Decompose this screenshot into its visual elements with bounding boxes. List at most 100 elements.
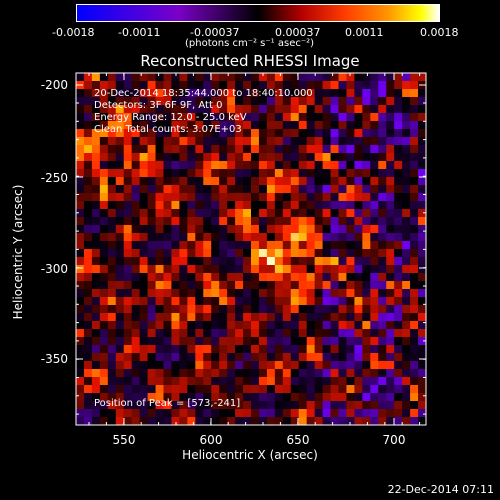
image-pixel: [123, 121, 133, 130]
image-pixel: [179, 113, 188, 122]
image-pixel: [402, 353, 411, 362]
image-pixel: [402, 281, 411, 290]
image-pixel: [258, 321, 268, 330]
image-pixel: [282, 145, 292, 154]
image-pixel: [258, 345, 268, 354]
image-pixel: [219, 257, 228, 266]
image-pixel: [290, 225, 300, 234]
image-pixel: [203, 153, 212, 162]
image-pixel: [362, 185, 371, 194]
image-pixel: [91, 97, 101, 106]
image-pixel: [306, 169, 316, 178]
image-pixel: [258, 369, 268, 378]
image-pixel: [370, 377, 379, 386]
image-pixel: [402, 153, 411, 162]
image-pixel: [258, 185, 268, 194]
image-pixel: [139, 289, 148, 298]
image-pixel: [314, 241, 323, 250]
image-pixel: [282, 297, 292, 306]
image-pixel: [219, 273, 228, 282]
image-pixel: [338, 313, 347, 322]
image-pixel: [251, 377, 260, 386]
colorbar-tick-label: -0.0018: [52, 26, 95, 39]
image-pixel: [76, 385, 85, 394]
image-pixel: [266, 185, 276, 194]
image-pixel: [346, 217, 355, 226]
image-pixel: [171, 81, 180, 90]
image-pixel: [107, 129, 117, 138]
image-pixel: [306, 249, 316, 258]
image-pixel: [179, 273, 188, 282]
image-pixel: [219, 329, 228, 338]
image-pixel: [386, 113, 395, 122]
image-pixel: [266, 145, 276, 154]
image-pixel: [227, 393, 236, 402]
image-pixel: [107, 177, 117, 186]
image-pixel: [235, 257, 244, 266]
image-pixel: [418, 385, 427, 394]
image-pixel: [139, 305, 148, 314]
image-pixel: [362, 297, 371, 306]
image-pixel: [370, 257, 379, 266]
image-pixel: [179, 361, 188, 370]
image-pixel: [251, 257, 260, 266]
image-pixel: [76, 177, 85, 186]
image-pixel: [322, 313, 331, 322]
image-pixel: [338, 185, 347, 194]
image-pixel: [203, 81, 212, 90]
image-pixel: [314, 385, 323, 394]
image-pixel: [235, 369, 244, 378]
image-pixel: [258, 193, 268, 202]
image-pixel: [266, 233, 276, 242]
image-pixel: [298, 225, 308, 234]
image-pixel: [314, 89, 323, 98]
image-pixel: [83, 409, 93, 418]
image-pixel: [378, 305, 387, 314]
image-pixel: [314, 81, 323, 90]
image-pixel: [163, 337, 172, 346]
image-pixel: [163, 161, 172, 170]
image-pixel: [330, 393, 339, 402]
image-pixel: [314, 129, 323, 138]
image-pixel: [338, 121, 347, 130]
image-pixel: [187, 393, 196, 402]
image-pixel: [298, 89, 308, 98]
image-pixel: [298, 153, 308, 162]
image-pixel: [394, 145, 403, 154]
image-pixel: [219, 97, 228, 106]
image-pixel: [147, 209, 156, 218]
image-pixel: [354, 321, 363, 330]
image-pixel: [274, 361, 284, 370]
image-pixel: [227, 97, 236, 106]
image-pixel: [258, 257, 268, 266]
image-pixel: [282, 225, 292, 234]
image-pixel: [306, 145, 316, 154]
image-pixel: [99, 97, 109, 106]
image-pixel: [314, 145, 323, 154]
image-pixel: [274, 313, 284, 322]
image-pixel: [139, 193, 148, 202]
image-pixel: [195, 289, 204, 298]
image-pixel: [99, 161, 109, 170]
image-pixel: [370, 265, 379, 274]
image-pixel: [394, 345, 403, 354]
image-pixel: [203, 225, 212, 234]
image-pixel: [354, 353, 363, 362]
image-pixel: [370, 401, 379, 410]
image-pixel: [139, 345, 148, 354]
image-pixel: [298, 129, 308, 138]
image-pixel: [282, 121, 292, 130]
energy-range-label: Energy Range: 12.0 - 25.0 keV: [94, 112, 247, 123]
image-pixel: [251, 129, 260, 138]
image-pixel: [203, 257, 212, 266]
image-pixel: [282, 337, 292, 346]
image-pixel: [322, 153, 331, 162]
image-pixel: [123, 321, 133, 330]
image-pixel: [195, 281, 204, 290]
image-pixel: [227, 369, 236, 378]
image-pixel: [258, 201, 268, 210]
image-pixel: [139, 177, 148, 186]
image-pixel: [362, 273, 371, 282]
image-pixel: [171, 281, 180, 290]
image-pixel: [99, 209, 109, 218]
